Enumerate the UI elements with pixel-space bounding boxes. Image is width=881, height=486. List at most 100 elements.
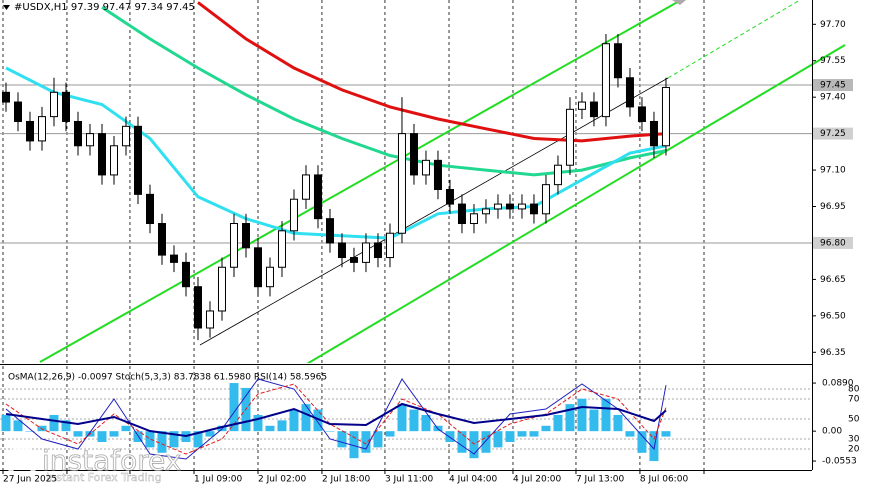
candle-body [325, 218, 334, 244]
candle-body [109, 145, 118, 176]
candle-body [145, 193, 154, 225]
candle-body [649, 120, 658, 147]
candle-body [613, 43, 622, 79]
indicator-panel [0, 378, 812, 462]
moving-average [101, 6, 667, 177]
candle-body [565, 108, 574, 166]
candle-body [313, 174, 322, 220]
candle-body [25, 120, 34, 142]
level-label: 97.45 [820, 81, 846, 91]
candle-body [253, 247, 262, 288]
osma-bar [337, 431, 347, 448]
candle-body [529, 203, 538, 215]
osma-tick-label: -0.0553 [822, 457, 857, 467]
candle-body [181, 261, 190, 288]
candle-body [193, 286, 202, 329]
candle-body [1, 91, 10, 103]
trend-extension [667, 0, 801, 79]
osma-bar [325, 431, 335, 432]
grid [0, 0, 812, 470]
x-tick-label: 3 Jul 11:00 [385, 475, 434, 485]
osma-bar [61, 420, 71, 432]
y-tick-label: 97.40 [820, 93, 846, 103]
indicator-tick-label: 50 [848, 415, 860, 425]
osma-bar [409, 409, 419, 432]
moving-average [197, 1, 667, 143]
price-panel [1, 0, 846, 363]
indicator-line [5, 378, 667, 460]
candle-body [517, 203, 526, 210]
osma-bar [565, 404, 575, 432]
osma-bar [253, 414, 263, 432]
channel-lower [306, 44, 846, 363]
candle-body [637, 106, 646, 122]
osma-bar [25, 431, 35, 432]
y-tick-label: 97.70 [820, 20, 846, 30]
candle-body [217, 266, 226, 312]
osma-bar [313, 409, 323, 432]
osma-bar [625, 431, 635, 437]
osma-bar [457, 431, 467, 453]
candle-body [73, 120, 82, 147]
x-tick-label: 2 Jul 18:00 [322, 475, 371, 485]
candle-body [265, 266, 274, 288]
candle-body [481, 208, 490, 215]
indicator-tick-label: 30 [848, 435, 860, 445]
indicator-tick-label: 70 [848, 395, 860, 405]
candle-body [541, 184, 550, 215]
candle-body [661, 86, 670, 147]
candle-body [169, 254, 178, 263]
osma-bar [421, 414, 431, 432]
x-tick-label: 4 Jul 04:00 [449, 475, 498, 485]
osma-bar [601, 398, 611, 432]
osma-bar [301, 404, 311, 432]
osma-tick-label: 0.0890 [822, 379, 854, 389]
osma-bar [361, 431, 371, 453]
candle-body [601, 43, 610, 118]
osma-bar [505, 431, 515, 442]
arrow [672, 0, 686, 5]
y-tick-label: 96.35 [820, 348, 846, 358]
x-tick-label: 27 Jun 2025 [3, 475, 57, 485]
level-box [813, 236, 853, 249]
x-tick-label: 2 Jul 02:00 [258, 475, 307, 485]
osma-bar [637, 431, 647, 453]
osma-bar [649, 431, 659, 462]
candle-body [385, 232, 394, 259]
osma-bar [481, 431, 491, 453]
channel-upper [39, 0, 684, 363]
menu-triangle[interactable] [3, 5, 10, 10]
osma-bar [193, 431, 203, 448]
watermark-tagline: Instant Forex Trading [46, 471, 162, 484]
osma-bar [121, 425, 131, 432]
y-tick-label: 96.95 [820, 202, 846, 212]
candle-body [133, 125, 142, 195]
candle-body [577, 101, 586, 110]
osma-bar [265, 425, 275, 432]
osma-bar [277, 420, 287, 432]
indicator-line [5, 383, 667, 455]
osma-bar [661, 431, 671, 437]
x-tick-label: 4 Jul 20:00 [513, 475, 562, 485]
candle-body [61, 91, 70, 122]
osma-bar [97, 431, 107, 442]
candle-body [277, 230, 286, 268]
watermark-logo [6, 446, 38, 478]
osma-bar [553, 414, 563, 432]
osma-bar [577, 398, 587, 432]
candle-body [505, 203, 514, 210]
level-box [813, 79, 853, 92]
candle-body [337, 242, 346, 259]
candle-body [625, 77, 634, 108]
x-tick-label: 1 Jul 09:00 [194, 475, 243, 485]
level-label: 96.80 [820, 238, 846, 248]
candle-body [349, 257, 358, 263]
osma-bar [145, 431, 155, 448]
watermark: instaforex Instant Forex Trading [6, 444, 182, 484]
candle-body [589, 101, 598, 118]
candle-body [421, 159, 430, 176]
candle-body [409, 133, 418, 176]
y-tick-label: 96.50 [820, 311, 846, 321]
osma-bar [109, 431, 119, 437]
